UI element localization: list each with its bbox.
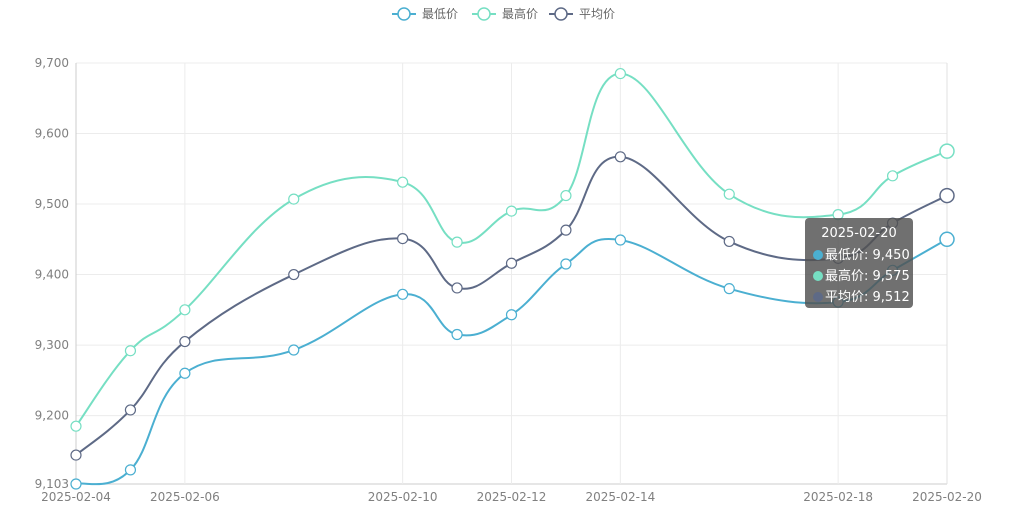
tooltip-high-dot: [813, 271, 823, 281]
tooltip-high-label: 最高价: 9,575: [825, 269, 910, 284]
data-point-low: [125, 465, 135, 475]
data-point-high: [71, 421, 81, 431]
data-point-avg: [940, 189, 954, 203]
y-tick-label: 9,700: [35, 56, 69, 70]
data-point-low: [507, 310, 517, 320]
data-point-high: [289, 194, 299, 204]
y-tick-label: 9,400: [35, 268, 69, 282]
data-point-low: [452, 329, 462, 339]
tooltip-low-dot: [813, 250, 823, 260]
y-tick-label: 9,103: [35, 477, 69, 491]
data-point-high: [888, 171, 898, 181]
data-point-high: [180, 305, 190, 315]
data-point-avg: [561, 225, 571, 235]
data-point-high: [615, 69, 625, 79]
data-point-low: [940, 232, 954, 246]
data-point-avg: [507, 258, 517, 268]
data-point-avg: [71, 450, 81, 460]
data-point-avg: [724, 236, 734, 246]
data-point-low: [71, 479, 81, 489]
data-point-low: [398, 289, 408, 299]
x-tick-label: 2025-02-06: [150, 490, 220, 504]
x-tick-label: 2025-02-14: [586, 490, 656, 504]
tooltip-row-high: 最高价: 9,575: [813, 266, 913, 287]
data-point-high: [940, 144, 954, 158]
legend-label-low: 最低价: [422, 7, 458, 21]
legend-label-high: 最高价: [502, 6, 538, 21]
x-tick-label: 2025-02-20: [912, 490, 982, 504]
data-point-high: [507, 206, 517, 216]
data-point-avg: [398, 234, 408, 244]
legend-marker-avg: [555, 8, 567, 20]
data-point-low: [289, 345, 299, 355]
y-tick-label: 9,200: [35, 409, 69, 423]
legend-marker-low: [398, 8, 410, 20]
x-tick-label: 2025-02-04: [41, 490, 111, 504]
data-point-avg: [452, 283, 462, 293]
y-tick-label: 9,500: [35, 197, 69, 211]
tooltip-avg-label: 平均价: 9,512: [825, 290, 910, 305]
y-tick-label: 9,600: [35, 127, 69, 141]
data-point-avg: [615, 152, 625, 162]
data-tooltip: 2025-02-20 最低价: 9,450 最高价: 9,575 平均价: 9,…: [805, 218, 913, 308]
data-point-low: [724, 284, 734, 294]
data-point-high: [125, 346, 135, 356]
legend-label-avg: 平均价: [579, 7, 615, 21]
tooltip-row-low: 最低价: 9,450: [813, 245, 913, 266]
legend-marker-high: [478, 8, 490, 20]
data-point-low: [561, 259, 571, 269]
tooltip-low-label: 最低价: 9,450: [825, 248, 910, 263]
tooltip-row-avg: 平均价: 9,512: [813, 287, 913, 308]
data-point-low: [615, 235, 625, 245]
x-tick-label: 2025-02-10: [368, 490, 438, 504]
data-point-avg: [289, 270, 299, 280]
tooltip-avg-dot: [813, 292, 823, 302]
y-tick-label: 9,300: [35, 338, 69, 352]
data-point-high: [561, 191, 571, 201]
data-point-avg: [180, 337, 190, 347]
x-tick-label: 2025-02-18: [803, 490, 873, 504]
data-point-low: [180, 368, 190, 378]
data-point-high: [452, 237, 462, 247]
data-point-avg: [125, 405, 135, 415]
data-point-high: [398, 177, 408, 187]
x-tick-label: 2025-02-12: [477, 490, 547, 504]
data-point-high: [724, 189, 734, 199]
tooltip-title: 2025-02-20: [805, 223, 913, 245]
